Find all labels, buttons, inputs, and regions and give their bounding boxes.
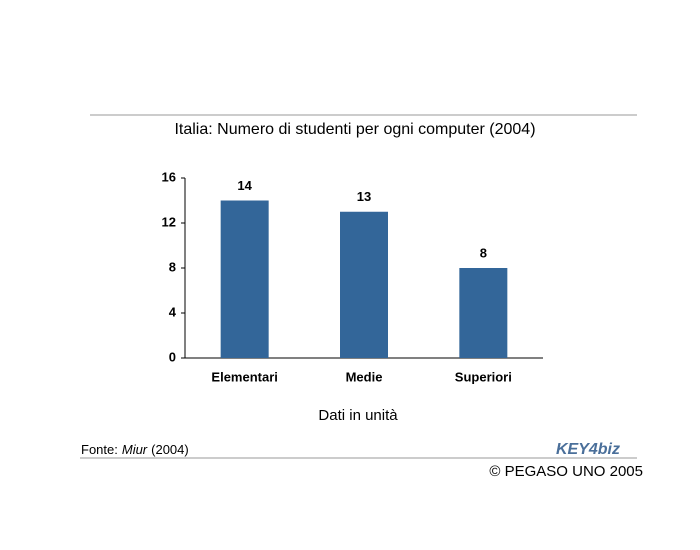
y-tick-label: 4 <box>169 304 177 319</box>
y-tick-label: 16 <box>162 169 176 184</box>
copyright: © PEGASO UNO 2005 <box>489 463 643 480</box>
y-tick-label: 0 <box>169 349 176 364</box>
x-tick-label: Superiori <box>455 369 512 384</box>
x-tick-label: Medie <box>346 369 383 384</box>
data-label: 14 <box>237 178 252 193</box>
data-label: 8 <box>480 245 487 260</box>
data-label: 13 <box>357 189 371 204</box>
source-prefix: Fonte: <box>81 442 118 457</box>
chart-title: Italia: Numero di studenti per ogni comp… <box>174 121 535 138</box>
bar <box>220 200 269 358</box>
source-note: Fonte: Miur (2004) <box>81 442 189 457</box>
y-tick-label: 12 <box>162 214 176 229</box>
logo: KEY4biz <box>556 441 620 458</box>
y-tick-label: 8 <box>169 259 176 274</box>
x-tick-label: Elementari <box>211 369 277 384</box>
bar <box>459 268 508 358</box>
x-axis-label: Dati in unità <box>318 407 398 424</box>
source-year: (2004) <box>151 442 189 457</box>
source-name: Miur <box>122 442 148 457</box>
bar <box>340 211 388 358</box>
